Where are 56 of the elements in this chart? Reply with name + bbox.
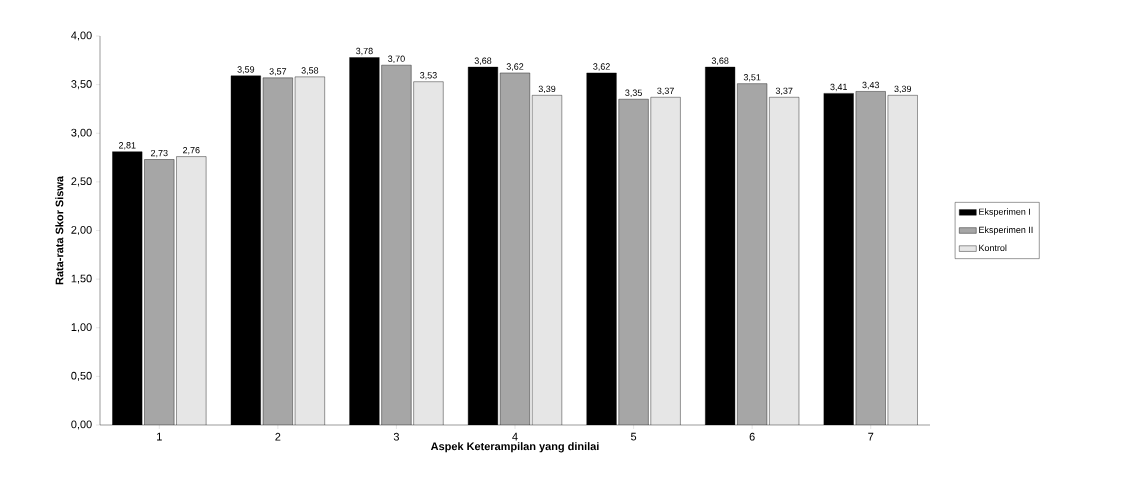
data-label: 3,68	[474, 57, 492, 65]
x-tick-label: 1	[157, 432, 162, 441]
data-label: 3,62	[506, 63, 524, 71]
data-label: 3,37	[657, 87, 674, 96]
bar	[295, 76, 325, 425]
bar	[144, 159, 175, 425]
bar	[855, 91, 886, 425]
data-label: 3,58	[301, 67, 319, 75]
y-tick-label: 2,00	[71, 225, 92, 236]
data-label: 3,51	[743, 74, 761, 82]
x-tick-label: 5	[630, 432, 637, 441]
y-tick-label: 4,00	[71, 31, 92, 41]
bar	[500, 72, 530, 425]
y-tick-label: 2,50	[71, 177, 92, 187]
data-label: 3,78	[356, 47, 373, 56]
data-label: 3,39	[894, 85, 912, 94]
bar	[769, 97, 799, 425]
bar	[532, 95, 562, 425]
legend-label: Kontrol	[979, 244, 1007, 252]
data-label: 3,59	[237, 66, 255, 74]
bar	[737, 83, 767, 425]
legend-label: Eksperimen I	[979, 208, 1030, 217]
data-label: 3,41	[830, 83, 847, 92]
x-tick-label: 4	[512, 432, 518, 441]
x-tick-label: 3	[393, 432, 399, 441]
data-label: 3,70	[388, 55, 405, 63]
y-axis-title: Rata-rata Skor Siswa	[55, 175, 64, 285]
data-label: 2,76	[183, 146, 200, 155]
data-label: 3,57	[269, 68, 287, 76]
bar	[176, 156, 207, 425]
legend-label: Eksperimen II	[979, 226, 1033, 235]
y-tick-label: 0,00	[71, 420, 92, 430]
bar	[381, 65, 412, 425]
bar	[618, 99, 649, 425]
y-tick-label: 3,00	[71, 128, 92, 138]
bar	[263, 77, 293, 425]
y-tick-label: 1,00	[71, 323, 92, 333]
y-tick-label: 0,50	[71, 371, 92, 381]
x-tick-label: 2	[275, 432, 281, 441]
bar	[413, 81, 444, 425]
bar	[650, 97, 681, 425]
y-tick-label: 1,50	[71, 274, 92, 284]
x-tick-label: 7	[868, 432, 874, 441]
data-label: 3,39	[538, 85, 556, 94]
data-label: 3,53	[420, 72, 437, 80]
x-axis-title: Aspek Keterampilan yang dinilai	[430, 442, 599, 453]
data-label: 3,37	[775, 87, 793, 96]
data-label: 3,62	[593, 63, 610, 71]
x-tick-label: 6	[749, 432, 755, 441]
data-label: 3,43	[862, 81, 880, 90]
data-label: 3,35	[625, 89, 642, 98]
data-label: 2,81	[119, 142, 136, 150]
bar	[887, 95, 918, 425]
data-label: 2,73	[151, 149, 168, 158]
data-label: 3,68	[711, 57, 729, 65]
y-tick-label: 3,50	[71, 80, 92, 90]
